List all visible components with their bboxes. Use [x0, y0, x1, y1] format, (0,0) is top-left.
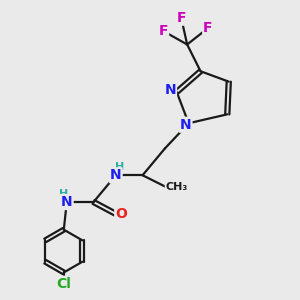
Text: H: H: [115, 162, 124, 172]
Text: N: N: [180, 118, 191, 132]
Text: H: H: [58, 189, 68, 199]
Text: N: N: [61, 195, 73, 209]
Text: N: N: [164, 83, 176, 97]
Text: CH₃: CH₃: [166, 182, 188, 192]
Text: F: F: [159, 24, 168, 38]
Text: F: F: [176, 11, 186, 25]
Text: F: F: [203, 21, 213, 35]
Text: Cl: Cl: [56, 277, 71, 291]
Text: O: O: [115, 207, 127, 221]
Text: N: N: [110, 168, 122, 182]
